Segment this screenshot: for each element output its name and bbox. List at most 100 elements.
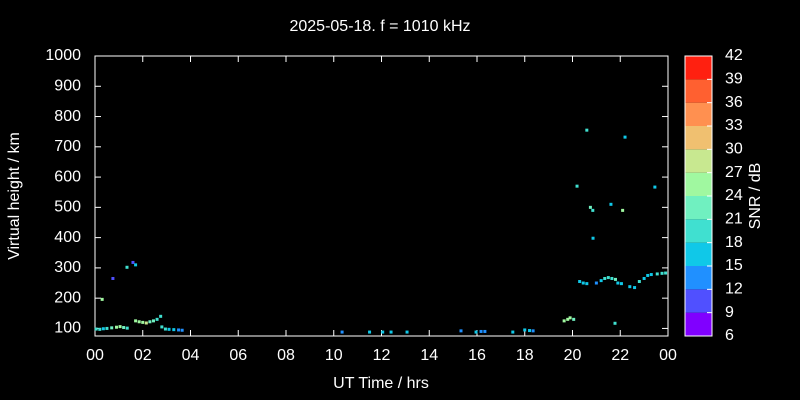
data-point xyxy=(642,276,646,280)
data-point xyxy=(137,320,141,324)
x-tick-label: 22 xyxy=(611,347,629,364)
data-point xyxy=(613,321,617,325)
data-point xyxy=(523,328,527,332)
data-point xyxy=(141,320,145,324)
x-tick-label: 20 xyxy=(564,347,582,364)
data-point xyxy=(151,319,155,323)
data-point xyxy=(591,236,595,240)
data-point xyxy=(94,327,98,331)
data-point xyxy=(594,281,598,285)
data-point xyxy=(474,330,478,334)
data-point xyxy=(131,260,135,264)
y-tick-label: 500 xyxy=(54,199,81,216)
data-point xyxy=(609,202,613,206)
colorbar-band xyxy=(685,289,712,313)
data-point xyxy=(180,328,184,332)
data-point xyxy=(566,317,570,321)
colorbar-tick-label: 39 xyxy=(725,71,743,88)
data-point xyxy=(585,282,589,286)
data-point xyxy=(649,273,653,277)
colorbar-band xyxy=(685,312,712,336)
x-tick-label: 00 xyxy=(659,347,677,364)
y-tick-label: 100 xyxy=(54,320,81,337)
colorbar-tick-label: 36 xyxy=(725,94,743,111)
data-point xyxy=(389,330,393,334)
data-point xyxy=(368,330,372,334)
colorbar-tick-label: 30 xyxy=(725,141,743,158)
x-tick-label: 16 xyxy=(468,347,486,364)
colorbar-tick-label: 15 xyxy=(725,257,743,274)
x-tick-label: 10 xyxy=(325,347,343,364)
data-point xyxy=(603,276,607,280)
data-point xyxy=(511,330,515,334)
colorbar-tick-label: 9 xyxy=(725,304,734,321)
data-point xyxy=(125,265,129,269)
data-point xyxy=(568,316,572,320)
x-tick-label: 04 xyxy=(182,347,200,364)
data-point xyxy=(160,325,164,329)
data-point xyxy=(588,205,592,209)
data-point xyxy=(633,286,637,290)
data-point xyxy=(134,263,138,267)
x-tick-label: 12 xyxy=(373,347,391,364)
x-tick-label: 14 xyxy=(420,347,438,364)
data-point xyxy=(528,329,532,333)
x-tick-label: 06 xyxy=(229,347,247,364)
data-point xyxy=(100,297,104,301)
y-tick-label: 200 xyxy=(54,289,81,306)
y-tick-label: 1000 xyxy=(45,47,81,64)
x-tick-label: 00 xyxy=(86,347,104,364)
colorbar-tick-label: 6 xyxy=(725,327,734,344)
data-point xyxy=(637,280,641,284)
colorbar-tick-label: 27 xyxy=(725,164,743,181)
data-point xyxy=(664,271,668,275)
colorbar-band xyxy=(685,102,712,126)
data-point xyxy=(172,328,176,332)
colorbar-band xyxy=(685,79,712,103)
data-point xyxy=(111,276,115,280)
colorbar-band xyxy=(685,196,712,220)
data-point xyxy=(621,208,625,212)
data-point xyxy=(585,128,589,132)
colorbar-tick-label: 21 xyxy=(725,211,743,228)
data-point xyxy=(144,321,148,325)
colorbar-tick-label: 33 xyxy=(725,117,743,134)
y-tick-label: 300 xyxy=(54,259,81,276)
colorbar-band xyxy=(685,149,712,173)
y-tick-label: 800 xyxy=(54,108,81,125)
data-point xyxy=(578,280,582,284)
data-point xyxy=(381,330,385,334)
data-point xyxy=(575,184,579,188)
data-point xyxy=(122,326,126,330)
colorbar-band xyxy=(685,242,712,266)
data-point xyxy=(163,327,167,331)
data-point xyxy=(581,281,585,285)
data-point xyxy=(613,277,617,281)
data-point xyxy=(148,320,152,324)
colorbar-label: SNR / dB xyxy=(747,163,764,230)
data-point xyxy=(459,329,463,333)
data-point xyxy=(125,326,129,330)
y-axis-label: Virtual height / km xyxy=(6,132,23,260)
chart-title: 2025-05-18. f = 1010 kHz xyxy=(289,18,470,35)
y-tick-label: 700 xyxy=(54,138,81,155)
y-tick-label: 400 xyxy=(54,229,81,246)
data-point xyxy=(660,271,664,275)
data-point xyxy=(599,279,603,283)
data-point xyxy=(177,328,181,332)
colorbar-band xyxy=(685,126,712,150)
data-point xyxy=(98,327,102,331)
data-point xyxy=(479,329,483,333)
data-point xyxy=(572,317,576,321)
colorbar-tick-label: 24 xyxy=(725,187,743,204)
plot-frame xyxy=(94,55,669,337)
data-point xyxy=(101,327,105,331)
y-tick-label: 900 xyxy=(54,77,81,94)
data-point xyxy=(159,314,163,318)
data-point xyxy=(110,326,114,330)
data-point xyxy=(340,330,344,334)
data-point xyxy=(619,282,623,286)
colorbar-band xyxy=(685,172,712,196)
